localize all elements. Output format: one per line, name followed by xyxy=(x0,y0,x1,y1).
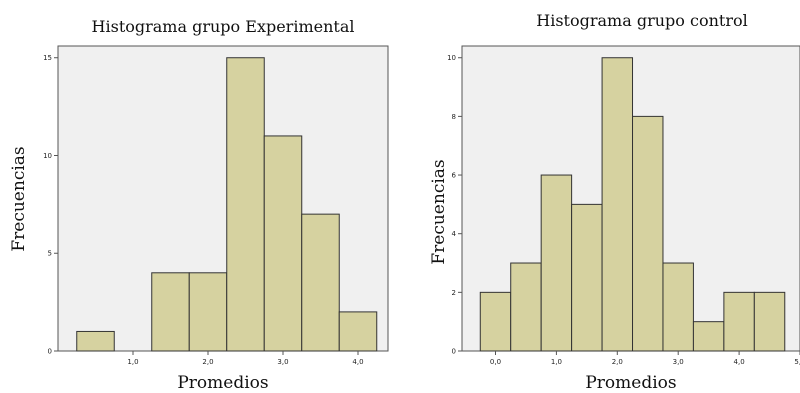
histogram-bar xyxy=(632,115,664,352)
histogram-bar xyxy=(338,311,378,352)
x-tick-label: 0,0 xyxy=(490,358,501,366)
y-ticks: 0 2 4 6 8 10 xyxy=(447,54,462,356)
histogram-bar xyxy=(151,272,190,352)
x-axis-label: Promedios xyxy=(177,373,268,393)
y-tick-label: 0 xyxy=(48,348,52,356)
x-tick-label: 1,0 xyxy=(127,358,138,366)
x-axis-label: Promedios xyxy=(585,373,676,393)
x-tick-label: 3,0 xyxy=(673,358,684,366)
chart-title: Histograma grupo control xyxy=(536,11,747,30)
histogram-bar xyxy=(723,291,755,352)
y-axis-label: Frecuencias xyxy=(9,146,29,251)
y-tick-label: 6 xyxy=(452,172,457,180)
y-axis-label: Frecuencias xyxy=(429,159,449,264)
histogram-bar xyxy=(692,321,725,352)
histogram-bar xyxy=(479,291,512,352)
x-tick-label: 4,0 xyxy=(734,358,745,366)
x-tick-label: 4,0 xyxy=(352,358,363,366)
y-tick-label: 5 xyxy=(48,250,52,258)
bars xyxy=(479,57,786,352)
y-tick-label: 0 xyxy=(452,348,456,356)
histogram-bar xyxy=(188,272,228,352)
histogram-bar xyxy=(571,203,603,352)
y-tick-label: 10 xyxy=(447,54,456,62)
histogram-bar xyxy=(753,291,786,352)
y-ticks: 0 5 10 15 xyxy=(43,54,58,356)
histogram-bar xyxy=(510,262,542,352)
y-tick-label: 2 xyxy=(452,289,456,297)
x-ticks: 0,0 1,0 2,0 3,0 4,0 5,0 xyxy=(490,351,800,366)
chart-title: Histograma grupo Experimental xyxy=(92,17,355,36)
histogram-control: Histograma grupo control 0,0 1,0 2,0 3,0 4,0… xyxy=(429,11,800,393)
y-tick-label: 8 xyxy=(452,113,456,121)
y-tick-label: 4 xyxy=(452,230,457,238)
histogram-bar xyxy=(263,135,303,352)
x-tick-label: 3,0 xyxy=(277,358,288,366)
histogram-bar xyxy=(226,57,265,352)
y-tick-label: 10 xyxy=(43,152,52,160)
x-tick-label: 5,0 xyxy=(794,358,800,366)
histogram-bar xyxy=(540,174,573,352)
x-tick-label: 2,0 xyxy=(612,358,623,366)
x-ticks: 1,0 2,0 3,0 4,0 xyxy=(127,351,364,366)
histogram-bar xyxy=(76,330,115,352)
x-tick-label: 1,0 xyxy=(551,358,562,366)
histogram-bar xyxy=(662,262,694,352)
histogram-bar xyxy=(601,57,634,352)
x-tick-label: 2,0 xyxy=(202,358,213,366)
bars xyxy=(76,57,378,352)
histogram-bar xyxy=(301,213,340,352)
histogram-experimental: Histograma grupo Experimental 1,0 2,0 3,0 4… xyxy=(9,17,389,393)
y-tick-label: 15 xyxy=(43,54,52,62)
